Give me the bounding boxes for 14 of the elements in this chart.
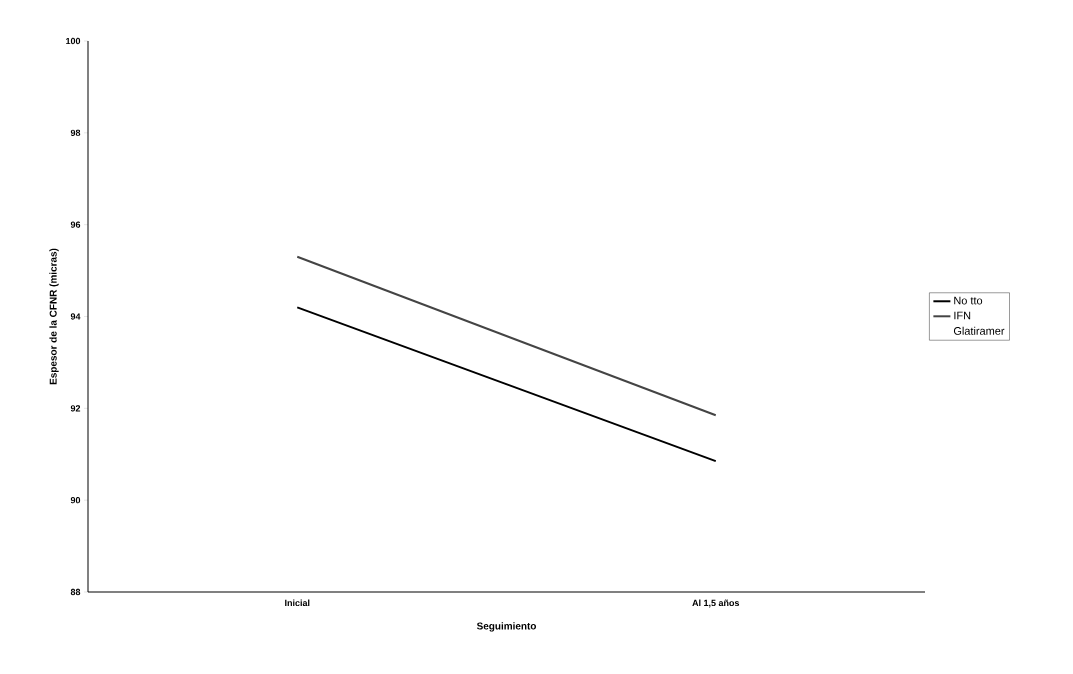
y-tick-label: 94 [70,313,81,320]
x-tick-label: Al 1,5 años [692,599,740,608]
x-tick-label: Inicial [285,599,310,607]
y-tick-label: 98 [70,129,81,137]
y-axis-title: Espesor de la CFNR (micras) [49,248,59,385]
legend-label: IFN [954,311,971,320]
legend-label: No tto [954,296,983,305]
y-tick-label: 96 [70,221,81,228]
y-tick-label: 100 [66,37,81,45]
y-tick-label: 88 [70,588,81,596]
y-tick-label: 90 [70,496,81,504]
x-axis-title: Seguimiento [476,622,537,632]
text: Glatiramer [953,326,1005,335]
y-tick-label: 92 [70,405,81,412]
